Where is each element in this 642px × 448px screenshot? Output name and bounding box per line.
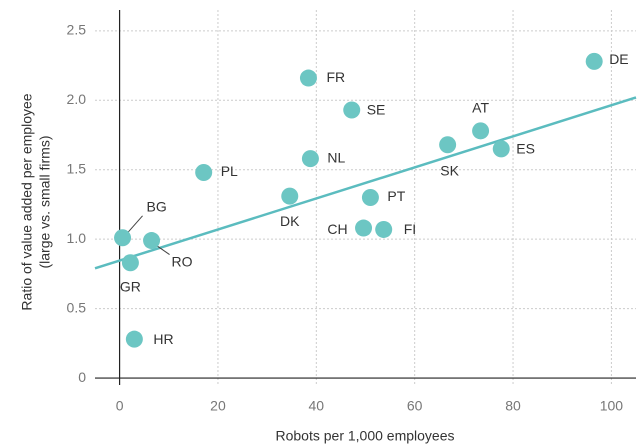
leader-line bbox=[127, 215, 143, 234]
point-label: ES bbox=[516, 141, 535, 157]
point bbox=[439, 136, 457, 154]
x-tick-label: 40 bbox=[309, 398, 325, 414]
point bbox=[114, 229, 132, 247]
point-label: SK bbox=[440, 162, 459, 178]
point-label: AT bbox=[472, 100, 489, 116]
point-label: BG bbox=[147, 198, 167, 214]
point bbox=[121, 254, 139, 272]
point bbox=[472, 122, 490, 140]
point-label: DK bbox=[280, 213, 300, 229]
y-tick-label: 0.5 bbox=[67, 299, 87, 315]
x-tick-label: 20 bbox=[210, 398, 226, 414]
y-tick-label: 2.5 bbox=[67, 22, 87, 38]
y-axis-label: Ratio of value added per employee bbox=[19, 93, 35, 310]
point bbox=[281, 187, 299, 205]
x-tick-label: 100 bbox=[600, 398, 624, 414]
point bbox=[355, 219, 373, 237]
point bbox=[375, 220, 393, 238]
point-label: PL bbox=[221, 163, 238, 179]
point bbox=[585, 52, 603, 70]
point bbox=[299, 69, 317, 87]
point-label: FI bbox=[404, 221, 416, 237]
point bbox=[143, 232, 161, 250]
point-label: SE bbox=[367, 102, 386, 118]
point-label: PT bbox=[387, 188, 405, 204]
point bbox=[195, 164, 213, 181]
point bbox=[301, 150, 319, 168]
point-label: FR bbox=[326, 69, 345, 85]
point-label: DE bbox=[609, 51, 628, 67]
point-label: GR bbox=[120, 278, 141, 294]
point bbox=[343, 101, 361, 119]
y-tick-label: 1.0 bbox=[67, 230, 87, 246]
point bbox=[361, 189, 379, 206]
y-axis-label: (large vs. small firms) bbox=[37, 135, 53, 268]
point bbox=[125, 330, 143, 348]
trendline bbox=[94, 96, 637, 270]
x-axis-label: Robots per 1,000 employees bbox=[276, 428, 455, 444]
point-label: HR bbox=[153, 331, 173, 347]
y-tick-label: 0 bbox=[78, 369, 86, 385]
x-tick-label: 0 bbox=[116, 398, 124, 414]
x-tick-label: 80 bbox=[505, 398, 521, 414]
leader-line bbox=[156, 245, 170, 255]
y-tick-label: 2.0 bbox=[67, 91, 87, 107]
point bbox=[492, 140, 510, 158]
y-tick-label: 1.5 bbox=[67, 160, 87, 176]
point-label: RO bbox=[172, 253, 193, 269]
point-label: NL bbox=[327, 149, 345, 165]
x-tick-label: 60 bbox=[407, 398, 423, 414]
point-label: CH bbox=[327, 221, 347, 237]
